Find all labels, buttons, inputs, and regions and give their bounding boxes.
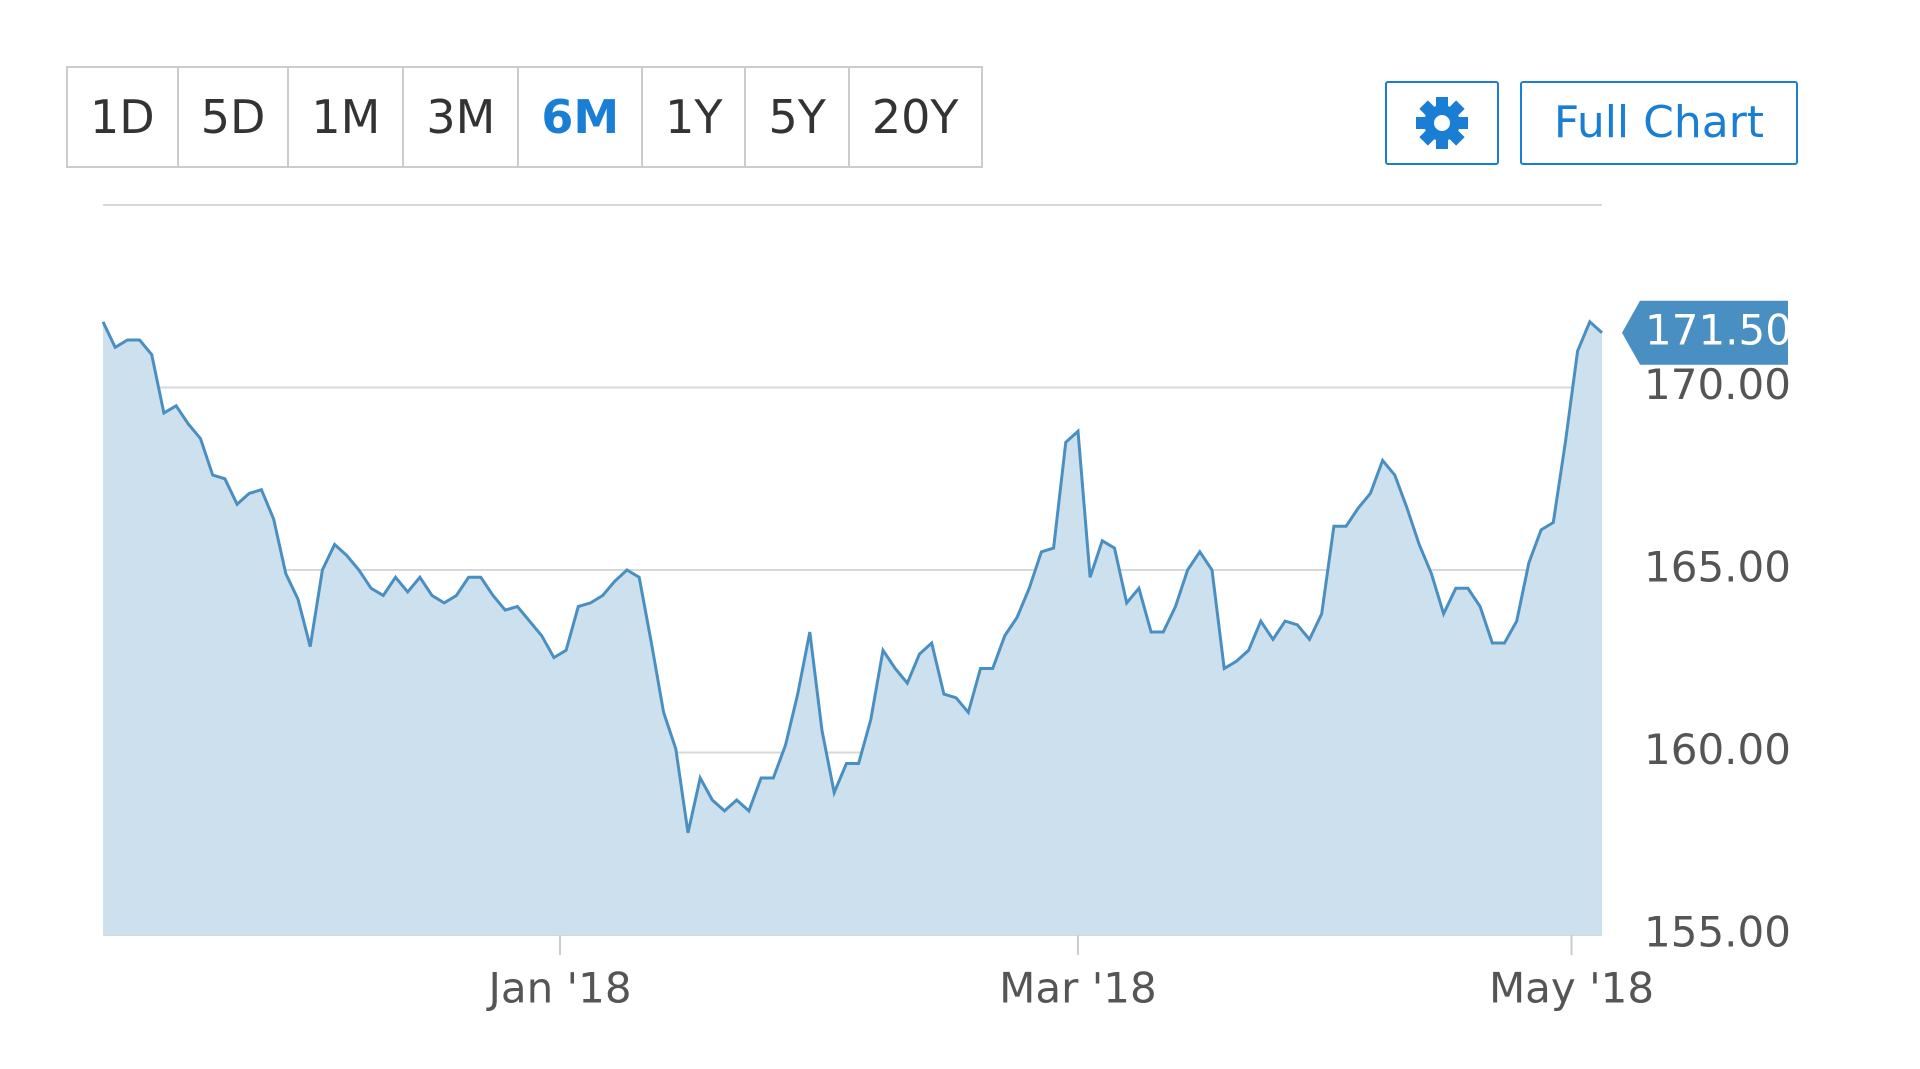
range-button[interactable]: 1M (287, 68, 402, 166)
y-tick-label: 165.00 (1644, 543, 1791, 592)
last-price-flag (1622, 300, 1788, 365)
gear-icon (1416, 97, 1468, 149)
line (101, 319, 1604, 834)
last-price-label: 171.50 (1645, 305, 1792, 354)
range-button[interactable]: 1Y (641, 68, 744, 166)
x-tick-label: Jan '18 (485, 964, 631, 1013)
range-button[interactable]: 5Y (744, 68, 847, 166)
y-tick-label: 170.00 (1644, 360, 1791, 409)
range-button[interactable]: 1D (90, 90, 155, 144)
x-tick-label: Mar '18 (999, 964, 1157, 1013)
range-button[interactable]: 6M (517, 68, 641, 166)
range-button[interactable]: 5D (176, 68, 288, 166)
range-toolbar: 1D 5D 1M 3M 6M 1Y 5Y 20Y (66, 66, 983, 168)
full-chart-button[interactable]: Full Chart (1520, 81, 1798, 165)
y-tick-label: 160.00 (1644, 725, 1791, 774)
y-tick-label: 155.00 (1644, 908, 1791, 957)
x-tick-label: May '18 (1489, 964, 1654, 1013)
settings-button[interactable] (1385, 81, 1499, 165)
range-button[interactable]: 3M (402, 68, 517, 166)
range-button[interactable]: 20Y (847, 68, 981, 166)
area (103, 321, 1602, 935)
